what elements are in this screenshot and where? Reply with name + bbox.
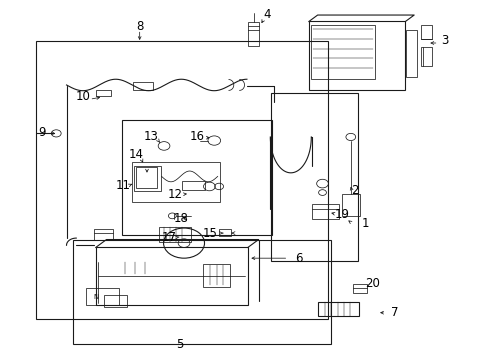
Bar [341,194,359,216]
Bar [271,93,357,261]
Text: 10: 10 [75,90,90,103]
Text: 17: 17 [161,231,176,244]
Text: 7: 7 [390,306,398,319]
Text: 5: 5 [176,338,183,351]
Bar [352,284,366,293]
Bar [132,162,220,202]
Text: 3: 3 [440,33,447,47]
Bar [36,41,328,319]
Bar [136,167,157,188]
Bar [420,46,431,66]
Bar [311,25,374,79]
Bar [420,25,431,39]
Text: 11: 11 [116,179,131,192]
Text: 4: 4 [263,8,271,21]
Bar [248,22,259,45]
Bar [96,90,111,96]
Text: 13: 13 [143,130,158,144]
Text: 2: 2 [350,184,358,197]
Text: 9: 9 [39,126,46,139]
Bar [218,229,230,236]
Bar [406,30,416,77]
Text: 12: 12 [167,188,183,201]
Bar [182,181,205,190]
Text: 1: 1 [361,216,368,230]
Bar [203,264,229,287]
Text: N: N [93,294,99,300]
Bar [86,288,119,305]
Bar [308,22,405,90]
Bar [104,296,127,307]
Text: 6: 6 [295,252,302,265]
Bar [96,247,247,305]
Text: 19: 19 [334,208,349,221]
Text: 20: 20 [364,278,379,291]
Bar [317,302,358,316]
Bar [133,82,153,90]
Bar [122,120,271,234]
Text: 8: 8 [136,20,143,33]
Bar [311,204,338,220]
Bar [134,166,161,192]
Text: 14: 14 [128,148,143,161]
Text: 16: 16 [189,130,204,143]
Bar [94,229,113,240]
Text: 18: 18 [173,212,188,225]
Text: 15: 15 [203,226,217,239]
Bar [73,240,330,344]
Bar [159,227,190,242]
